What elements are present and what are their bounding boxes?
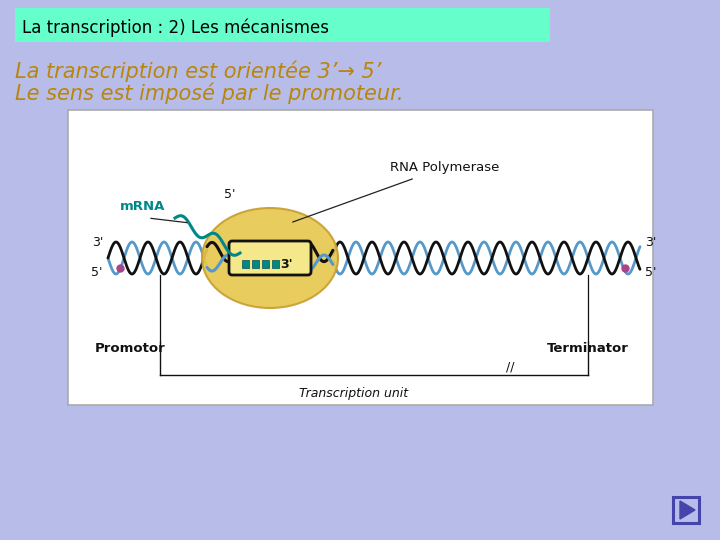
Text: Transcription unit: Transcription unit bbox=[300, 387, 408, 400]
Bar bbox=[262, 260, 269, 268]
FancyBboxPatch shape bbox=[229, 241, 311, 275]
Text: Terminator: Terminator bbox=[547, 342, 629, 355]
Text: 5': 5' bbox=[224, 188, 235, 201]
Ellipse shape bbox=[202, 208, 338, 308]
Text: //: // bbox=[505, 360, 514, 373]
Bar bbox=[68, 110, 653, 405]
Text: 5': 5' bbox=[91, 266, 103, 279]
Text: 3': 3' bbox=[280, 258, 292, 271]
Text: Promotor: Promotor bbox=[94, 342, 166, 355]
Text: 3': 3' bbox=[91, 235, 103, 248]
Text: RNA Polymerase: RNA Polymerase bbox=[390, 161, 500, 174]
Bar bbox=[242, 260, 249, 268]
Text: mRNA: mRNA bbox=[120, 200, 166, 213]
Text: Le sens est imposé par le promoteur.: Le sens est imposé par le promoteur. bbox=[15, 82, 403, 104]
Text: 5': 5' bbox=[645, 266, 657, 279]
Text: La transcription : 2) Les mécanismes: La transcription : 2) Les mécanismes bbox=[22, 19, 329, 37]
Bar bbox=[252, 260, 259, 268]
Bar bbox=[673, 497, 699, 523]
Bar bbox=[15, 8, 550, 42]
Text: La transcription est orientée 3’→ 5’: La transcription est orientée 3’→ 5’ bbox=[15, 60, 382, 82]
Bar bbox=[272, 260, 279, 268]
Text: 3': 3' bbox=[645, 235, 657, 248]
Polygon shape bbox=[680, 501, 695, 519]
